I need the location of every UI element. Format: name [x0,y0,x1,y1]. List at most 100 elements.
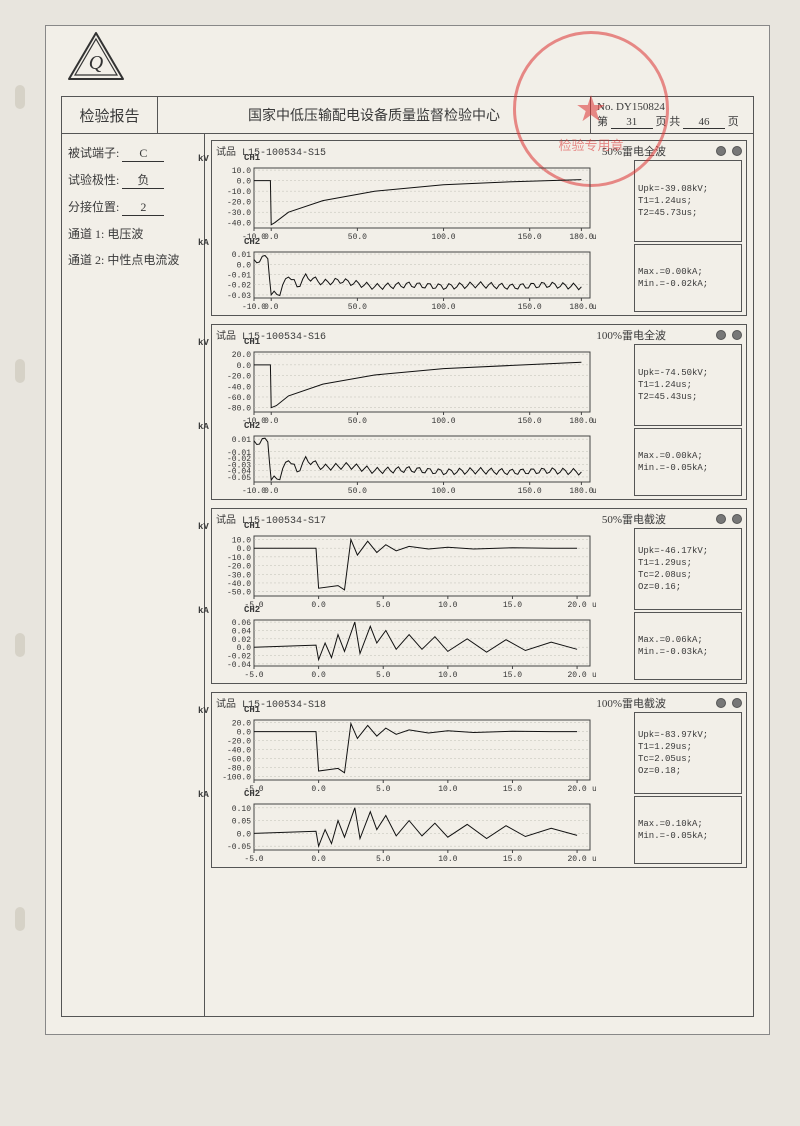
svg-text:0.10: 0.10 [232,805,251,814]
meta-polarity: 负 [122,171,164,189]
svg-text:-80.0: -80.0 [227,764,251,773]
svg-text:0.0: 0.0 [264,233,279,242]
svg-text:5.0: 5.0 [376,601,391,610]
chart-ch1: kV CH1 10.00.0-10.0-20.0-30.0-40.0-50.0-… [216,528,630,610]
chart-ch1: kV CH1 20.00.0-20.0-40.0-60.0-80.0-10.00… [216,344,630,426]
page-current: 31 [611,116,653,129]
chart-ch2: kA CH2 0.010.0-0.01-0.02-0.03-10.00.050.… [216,244,630,312]
svg-text:0.0: 0.0 [237,261,252,270]
svg-text:-30.0: -30.0 [227,209,251,218]
svg-text:150.0: 150.0 [518,303,542,312]
sample-block: 试品 L15-100534-S15 50%雷电全波 kV CH1 10.00.0… [211,140,747,316]
meta-tap: 2 [122,200,164,216]
wave-type: 50%雷电全波 [326,143,716,159]
svg-text:150.0: 150.0 [518,233,542,242]
svg-text:us: us [592,855,596,864]
svg-text:-80.0: -80.0 [227,405,251,414]
svg-text:-30.0: -30.0 [227,571,251,580]
indicator-dot [732,330,742,340]
wave-type: 50%雷电截波 [326,511,716,527]
docno: DY150824 [616,101,665,113]
indicator-dot [716,330,726,340]
svg-text:100.0: 100.0 [432,417,456,426]
indicator-dot [716,514,726,524]
svg-text:20.0: 20.0 [567,855,586,864]
page-total: 46 [683,116,725,129]
meta-channel1: 通道 1: 电压波 [68,225,198,242]
svg-text:us: us [592,601,596,610]
svg-text:100.0: 100.0 [432,233,456,242]
svg-text:15.0: 15.0 [503,855,522,864]
chart-ch1: kV CH1 20.00.0-20.0-40.0-60.0-80.0-100.0… [216,712,630,794]
body-row: 被试端子: C 试验极性: 负 分接位置: 2 通道 1: 电压波 通道 2: … [61,134,754,1017]
svg-text:-100.0: -100.0 [222,773,251,782]
sample-block: 试品 L15-100534-S18 100%雷电截波 kV CH1 20.00.… [211,692,747,868]
ch1-readout: Upk=-83.97kV;T1=1.29us;Tc=2.05us;Oz=0.18… [634,712,742,794]
page-frame: Q ★ 检验报告 国家中低压输配电设备质量监督检验中心 No. DY150824… [45,25,770,1035]
svg-text:20.0: 20.0 [567,785,586,794]
svg-text:us: us [592,487,596,496]
svg-text:20.0: 20.0 [567,601,586,610]
svg-text:15.0: 15.0 [503,671,522,680]
svg-text:0.0: 0.0 [237,545,252,554]
report-label: 检验报告 [62,97,158,133]
svg-text:150.0: 150.0 [518,417,542,426]
svg-text:Q: Q [89,52,104,74]
svg-text:us: us [592,233,596,242]
svg-text:-0.05: -0.05 [227,474,251,483]
svg-text:-20.0: -20.0 [227,373,251,382]
svg-text:-0.02: -0.02 [227,282,251,291]
svg-text:5.0: 5.0 [376,671,391,680]
ch1-readout: Upk=-74.50kV;T1=1.24us;T2=45.43us; [634,344,742,426]
meta-terminal: C [122,146,164,162]
svg-text:10.0: 10.0 [232,167,251,176]
svg-text:-10.0: -10.0 [227,188,251,197]
svg-text:-60.0: -60.0 [227,756,251,765]
svg-text:100.0: 100.0 [432,303,456,312]
svg-text:0.0: 0.0 [311,671,326,680]
chart-ch1: kV CH1 10.00.0-10.0-20.0-30.0-40.0-10.00… [216,160,630,242]
svg-text:0.0: 0.0 [237,362,252,371]
svg-text:-50.0: -50.0 [227,589,251,598]
svg-text:0.01: 0.01 [232,436,251,445]
svg-text:us: us [592,671,596,680]
chart-ch2: kA CH2 0.100.050.0-0.05-5.00.05.010.015.… [216,796,630,864]
svg-text:0.0: 0.0 [237,830,252,839]
svg-text:10.0: 10.0 [438,671,457,680]
svg-text:20.0: 20.0 [232,351,251,360]
svg-text:-40.0: -40.0 [227,220,251,229]
svg-text:10.0: 10.0 [438,785,457,794]
header-row: 检验报告 国家中低压输配电设备质量监督检验中心 No. DY150824 第 3… [61,96,754,134]
svg-text:-40.0: -40.0 [227,580,251,589]
svg-text:-20.0: -20.0 [227,563,251,572]
chart-ch2: kA CH2 0.060.040.020.0-0.02-0.04-5.00.05… [216,612,630,680]
chart-ch2: kA CH2 0.01-0.01-0.02-0.03-0.04-0.05-10.… [216,428,630,496]
svg-text:180.0: 180.0 [569,233,593,242]
svg-text:15.0: 15.0 [503,785,522,794]
indicator-dot [732,698,742,708]
sample-id: 试品 L15-100534-S17 [216,511,326,527]
svg-text:180.0: 180.0 [569,487,593,496]
sample-block: 试品 L15-100534-S16 100%雷电全波 kV CH1 20.00.… [211,324,747,500]
svg-text:0.0: 0.0 [264,487,279,496]
svg-text:0.01: 0.01 [232,251,251,260]
charts-column: 试品 L15-100534-S15 50%雷电全波 kV CH1 10.00.0… [205,134,753,1016]
svg-text:100.0: 100.0 [432,487,456,496]
sample-block: 试品 L15-100534-S17 50%雷电截波 kV CH1 10.00.0… [211,508,747,684]
indicator-dot [716,146,726,156]
svg-text:-10.0: -10.0 [242,487,266,496]
certification-logo: Q [66,31,126,83]
sample-id: 试品 L15-100534-S18 [216,695,326,711]
svg-text:-60.0: -60.0 [227,394,251,403]
ch2-readout: Max.=0.00kA;Min.=-0.05kA; [634,428,742,496]
wave-type: 100%雷电全波 [326,327,716,343]
svg-text:-0.04: -0.04 [227,661,251,670]
svg-text:0.0: 0.0 [237,729,252,738]
binding-holes [15,85,25,931]
svg-text:10.0: 10.0 [232,536,251,545]
ch2-readout: Max.=0.00kA;Min.=-0.02kA; [634,244,742,312]
svg-text:150.0: 150.0 [518,487,542,496]
svg-text:10.0: 10.0 [438,601,457,610]
svg-text:20.0: 20.0 [567,671,586,680]
svg-text:0.0: 0.0 [311,785,326,794]
